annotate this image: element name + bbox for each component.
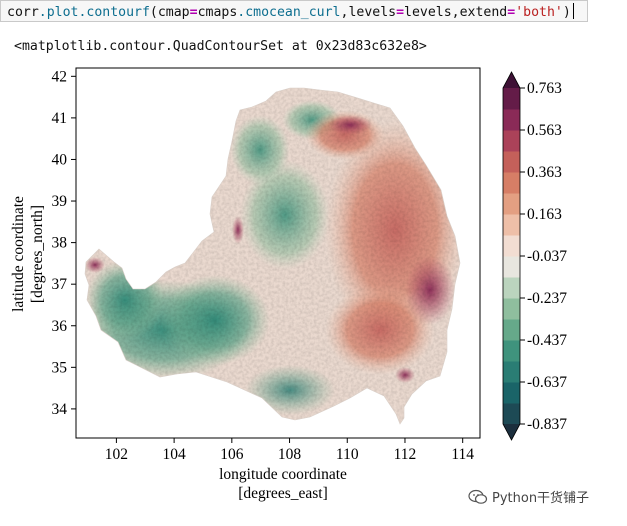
watermark: Python干货铺子	[468, 487, 589, 506]
colorbar-tick-label: 0.563	[527, 122, 562, 139]
colorbar-tick-label: -0.037	[527, 248, 567, 265]
y-axis-label-line1: latitude coordinate	[10, 196, 27, 312]
x-tick-label: 114	[451, 446, 474, 463]
y-tick-label: 35	[52, 359, 68, 376]
colorbar-tick-label: -0.637	[527, 374, 567, 391]
colorbar-segment	[503, 277, 520, 299]
code-token: .plot.contourf	[38, 5, 150, 20]
code-token: )	[562, 5, 571, 20]
colorbar-segment	[503, 298, 520, 320]
code-cell[interactable]: corr.plot.contourf(cmap=cmaps.cmocean_cu…	[0, 0, 588, 22]
y-axis-label-line2: [degrees_north]	[29, 205, 46, 303]
colorbar-segment	[503, 382, 520, 404]
y-tick-label: 39	[52, 193, 68, 210]
code-token: corr	[7, 5, 39, 20]
code-token: ,levels	[340, 5, 397, 20]
colorbar-tick-label: -0.437	[527, 332, 567, 349]
x-tick-label: 104	[162, 446, 186, 463]
colorbar-segment	[503, 340, 520, 362]
colorbar-tick-label: 0.763	[527, 80, 562, 97]
code-text[interactable]: corr.plot.contourf(cmap=cmaps.cmocean_cu…	[7, 3, 574, 20]
wechat-icon	[468, 489, 488, 505]
y-tick-label: 41	[52, 110, 68, 127]
y-tick-label: 40	[52, 151, 68, 168]
text-caret	[572, 3, 574, 19]
y-tick-label: 42	[52, 68, 68, 85]
colorbar-segment	[503, 109, 520, 131]
x-axis: 102 104 106 108 110 112 114	[105, 438, 474, 463]
map-boundary	[84, 87, 461, 425]
code-token: =	[189, 5, 198, 20]
colorbar-segment	[503, 256, 520, 278]
watermark-text: Python干货铺子	[492, 491, 590, 506]
code-token: cmaps	[197, 5, 238, 20]
x-tick-label: 102	[105, 446, 128, 463]
plot-axes-frame	[75, 67, 481, 439]
colorbar-tick-label: -0.837	[527, 416, 567, 433]
code-token: levels,extend	[404, 5, 508, 20]
code-token: 'both'	[515, 5, 563, 20]
colorbar-extend-min	[503, 424, 520, 440]
colorbar-tick-label: 0.163	[527, 206, 562, 223]
colorbar-segment	[503, 130, 520, 152]
colorbar-segment	[503, 88, 520, 110]
colorbar-segment	[503, 361, 520, 383]
colorbar-segment	[503, 403, 520, 425]
y-tick-label: 37	[52, 276, 68, 293]
code-token: .cmocean_curl	[237, 5, 341, 20]
colorbar-segment	[503, 235, 520, 257]
code-token: (cmap	[149, 5, 190, 20]
colorbar-segment	[503, 319, 520, 341]
y-tick-label: 38	[52, 235, 68, 252]
y-tick-label: 34	[52, 401, 68, 418]
code-token: =	[507, 5, 516, 20]
colorbar-extend-max	[503, 72, 520, 88]
colorbar-segment	[503, 172, 520, 194]
x-tick-label: 106	[220, 446, 244, 463]
contour-field	[85, 88, 460, 424]
x-axis-label-line2: [degrees_east]	[238, 485, 328, 502]
x-axis-label-line1: longitude coordinate	[219, 466, 347, 483]
x-tick-label: 108	[278, 446, 302, 463]
colorbar-segment	[503, 151, 520, 173]
colorbar-tick-label: -0.237	[527, 290, 567, 307]
colorbar: 0.763 0.563 0.363 0.163 -0.037 -0.237 -0.437 -0…	[502, 71, 567, 441]
output-text: <matplotlib.contour.QuadContourSet at 0x…	[14, 39, 427, 54]
y-tick-label: 36	[52, 318, 68, 335]
colorbar-segment	[503, 193, 520, 215]
colorbar-segment	[503, 214, 520, 236]
code-token: =	[396, 5, 405, 20]
x-tick-label: 112	[394, 446, 417, 463]
x-tick-label: 110	[336, 446, 359, 463]
y-axis: 34 35 36 37 38 39 40 41 42	[52, 68, 76, 418]
colorbar-tick-label: 0.363	[527, 164, 562, 181]
